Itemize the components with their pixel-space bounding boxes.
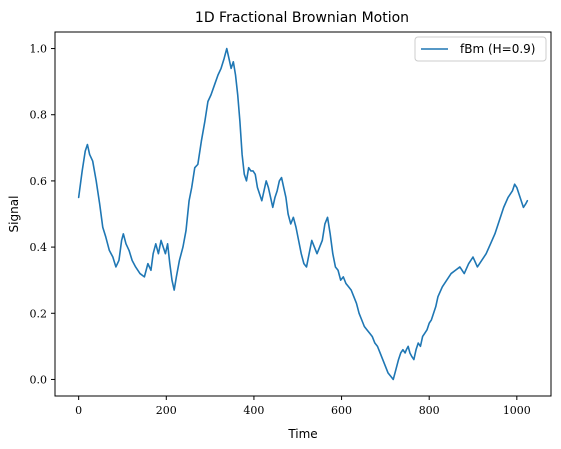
x-tick-label: 800 [419,404,440,417]
y-tick-label: 0.8 [30,109,48,122]
x-axis-label: Time [287,427,317,441]
x-tick-label: 200 [156,404,177,417]
legend-box [414,36,547,62]
y-tick-label: 0.2 [30,307,48,320]
axes-frame [54,31,552,397]
x-tick-label: 400 [243,404,264,417]
x-tick-label: 1000 [503,404,531,417]
y-axis-label: Signal [7,196,21,233]
y-tick-label: 0.4 [30,241,48,254]
legend: fBm (H=0.9) [414,36,547,62]
x-tick-label: 0 [75,404,82,417]
plot-area: 0.0 0.2 0.4 0.6 0.8 1.0 0 200 400 600 800 1000 [30,31,552,417]
y-tick-label: 1.0 [30,43,48,56]
legend-label: fBm (H=0.9) [460,42,536,56]
chart-title: 1D Fractional Brownian Motion [195,10,409,26]
y-tick-label: 0.0 [30,373,48,386]
x-axis: 0 200 400 600 800 1000 [75,396,531,417]
y-axis: 0.0 0.2 0.4 0.6 0.8 1.0 [30,43,55,386]
x-tick-label: 600 [331,404,352,417]
series-line [77,47,529,381]
y-tick-label: 0.6 [30,175,48,188]
